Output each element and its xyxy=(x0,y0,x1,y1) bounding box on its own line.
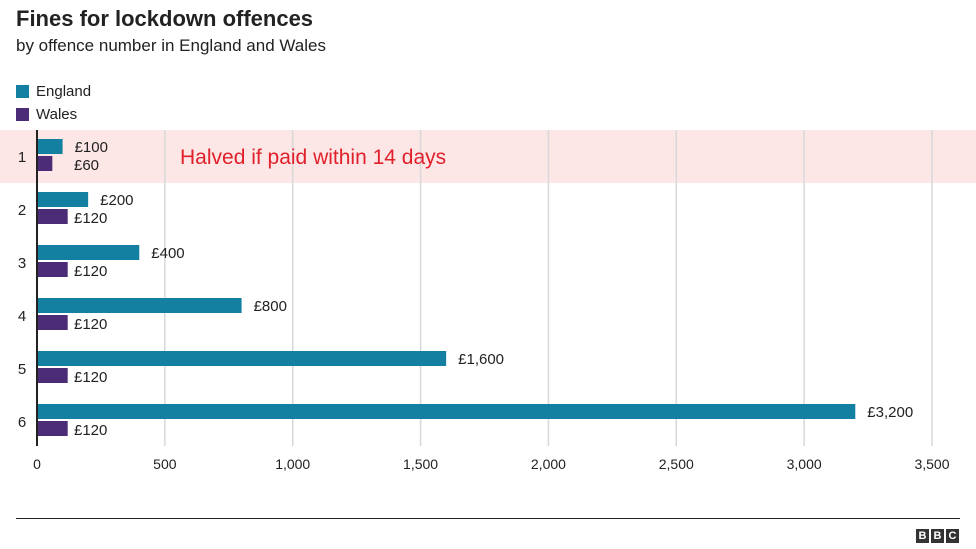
category-label: 4 xyxy=(18,308,26,325)
data-label-england: £3,200 xyxy=(867,404,913,421)
data-label-england: £400 xyxy=(151,245,184,262)
x-tick-label: 1,500 xyxy=(403,456,438,472)
bar-wales xyxy=(37,262,68,277)
annotation-text: Halved if paid within 14 days xyxy=(180,146,446,169)
highlight-band xyxy=(0,130,976,183)
legend-item-england: England xyxy=(16,80,91,103)
data-label-wales: £120 xyxy=(74,263,107,280)
bar-england xyxy=(37,404,856,419)
bbc-logo-letter: C xyxy=(946,529,959,543)
bar-wales xyxy=(37,209,68,224)
footer-divider xyxy=(16,518,960,519)
x-tick-label: 500 xyxy=(153,456,177,472)
bar-england xyxy=(37,192,89,207)
bar-wales xyxy=(37,421,68,436)
legend-label-england: England xyxy=(36,83,92,100)
legend-swatch-england xyxy=(16,85,29,98)
bar-wales xyxy=(37,315,68,330)
category-label: 5 xyxy=(18,361,26,378)
data-label-wales: £120 xyxy=(74,422,107,439)
legend-swatch-wales xyxy=(16,108,29,121)
data-label-england: £200 xyxy=(100,192,133,209)
data-label-wales: £120 xyxy=(74,369,107,386)
bar-england xyxy=(37,245,140,260)
x-tick-label: 1,000 xyxy=(275,456,310,472)
bar-england xyxy=(37,298,242,313)
x-tick-label: 2,500 xyxy=(659,456,694,472)
bar-wales xyxy=(37,368,68,383)
legend-item-wales: Wales xyxy=(16,103,91,126)
category-label: 2 xyxy=(18,202,26,219)
bar-england xyxy=(37,351,447,366)
x-tick-label: 0 xyxy=(33,456,41,472)
x-tick-label: 3,500 xyxy=(914,456,949,472)
bar-wales xyxy=(37,156,53,171)
x-tick-label: 2,000 xyxy=(531,456,566,472)
bbc-logo-letter: B xyxy=(916,529,929,543)
data-label-england: £100 xyxy=(75,139,108,156)
data-label-england: £1,600 xyxy=(458,351,504,368)
category-label: 1 xyxy=(18,149,26,166)
category-label: 6 xyxy=(18,414,26,431)
x-tick-label: 3,000 xyxy=(787,456,822,472)
data-label-england: £800 xyxy=(254,298,287,315)
chart-subtitle: by offence number in England and Wales xyxy=(16,36,326,55)
bar-england xyxy=(37,139,63,154)
bbc-logo: B B C xyxy=(916,529,959,543)
bar-chart: £100£601£200£1202£400£1203£800£1204£1,60… xyxy=(0,130,976,472)
data-label-wales: £120 xyxy=(74,316,107,333)
data-label-wales: £60 xyxy=(74,157,99,174)
legend: England Wales xyxy=(16,80,91,126)
legend-label-wales: Wales xyxy=(36,106,78,123)
category-label: 3 xyxy=(18,255,26,272)
chart-title: Fines for lockdown offences xyxy=(16,6,314,31)
bbc-logo-letter: B xyxy=(931,529,944,543)
data-label-wales: £120 xyxy=(74,210,107,227)
